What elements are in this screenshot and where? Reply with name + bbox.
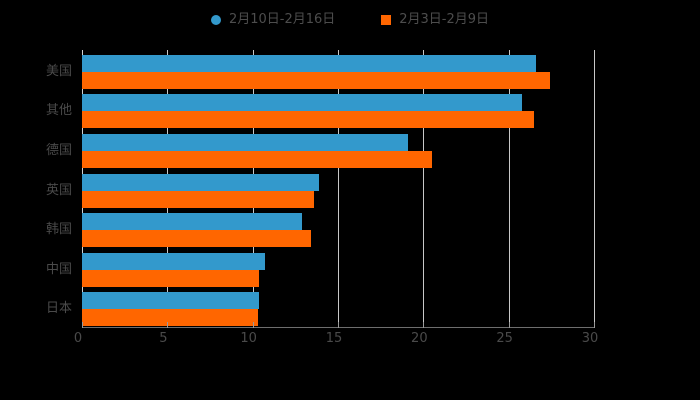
bar[interactable]	[82, 54, 536, 72]
y-axis-label-中国: 中国	[45, 261, 72, 277]
x-tick-10	[252, 322, 254, 328]
bar[interactable]	[82, 230, 311, 248]
bar[interactable]	[82, 309, 258, 327]
x-tick-label-30: 30	[581, 331, 599, 346]
y-axis-category-labels: 美国其他德国英国韩国中国日本	[0, 50, 72, 327]
x-tick-label-5: 5	[159, 331, 168, 346]
x-tick-label-25: 25	[496, 331, 513, 346]
x-tick-label-10: 10	[240, 331, 257, 346]
bar[interactable]	[82, 94, 523, 112]
x-tick-label-20: 20	[411, 331, 428, 346]
x-tick-0	[82, 322, 83, 328]
bar-group	[82, 173, 594, 208]
bar[interactable]	[82, 150, 432, 168]
bar-group	[82, 292, 594, 327]
y-axis-label-其他: 其他	[45, 103, 72, 119]
x-tick-30	[594, 322, 595, 328]
chart-legend: 2月10日-2月16日 2月3日-2月9日	[0, 8, 700, 32]
y-axis-label-德国: 德国	[45, 142, 72, 158]
bar[interactable]	[82, 252, 265, 270]
bar[interactable]	[82, 213, 303, 231]
bar-group	[82, 54, 594, 89]
bar-group	[82, 252, 594, 287]
y-axis-label-日本: 日本	[45, 301, 72, 317]
bar[interactable]	[82, 71, 550, 89]
bar-group	[82, 213, 594, 248]
bars-layer	[82, 50, 594, 327]
x-tick-25	[508, 322, 510, 328]
bar[interactable]	[82, 173, 320, 191]
legend-item-series-1[interactable]: 2月3日-2月9日	[381, 13, 489, 27]
legend-marker-circle-blue	[210, 15, 221, 25]
legend-marker-square-orange	[381, 15, 392, 25]
y-axis-label-美国: 美国	[45, 63, 72, 79]
legend-item-series-0[interactable]: 2月10日-2月16日	[210, 12, 336, 27]
gridline-30	[594, 50, 595, 327]
bar[interactable]	[82, 133, 408, 151]
plot-area	[82, 50, 595, 327]
x-tick-label-15: 15	[325, 331, 343, 346]
y-axis-label-英国: 英国	[45, 182, 72, 198]
x-tick-label-0: 0	[73, 331, 83, 346]
gridline-20	[423, 50, 425, 327]
legend-label-series-1: 2月3日-2月9日	[399, 12, 490, 27]
bar[interactable]	[82, 190, 315, 208]
bar-group	[82, 94, 594, 129]
bar[interactable]	[82, 269, 260, 287]
bar[interactable]	[82, 111, 535, 129]
x-tick-5	[167, 322, 169, 328]
legend-label-series-0: 2月10日-2月16日	[228, 12, 336, 27]
x-tick-20	[423, 322, 425, 328]
gridline-15	[338, 50, 339, 327]
gridline-25	[508, 50, 510, 327]
bar[interactable]	[82, 292, 260, 310]
bar-group	[82, 133, 594, 168]
y-axis-label-韩国: 韩国	[45, 222, 72, 238]
x-tick-15	[338, 322, 339, 328]
